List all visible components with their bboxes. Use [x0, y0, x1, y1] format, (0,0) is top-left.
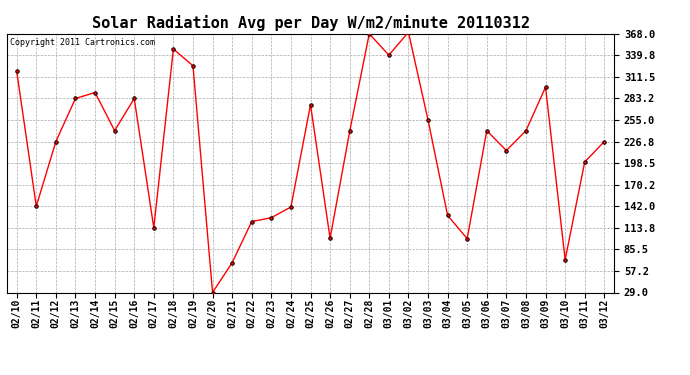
- Text: Copyright 2011 Cartronics.com: Copyright 2011 Cartronics.com: [10, 38, 155, 46]
- Title: Solar Radiation Avg per Day W/m2/minute 20110312: Solar Radiation Avg per Day W/m2/minute …: [92, 15, 529, 31]
